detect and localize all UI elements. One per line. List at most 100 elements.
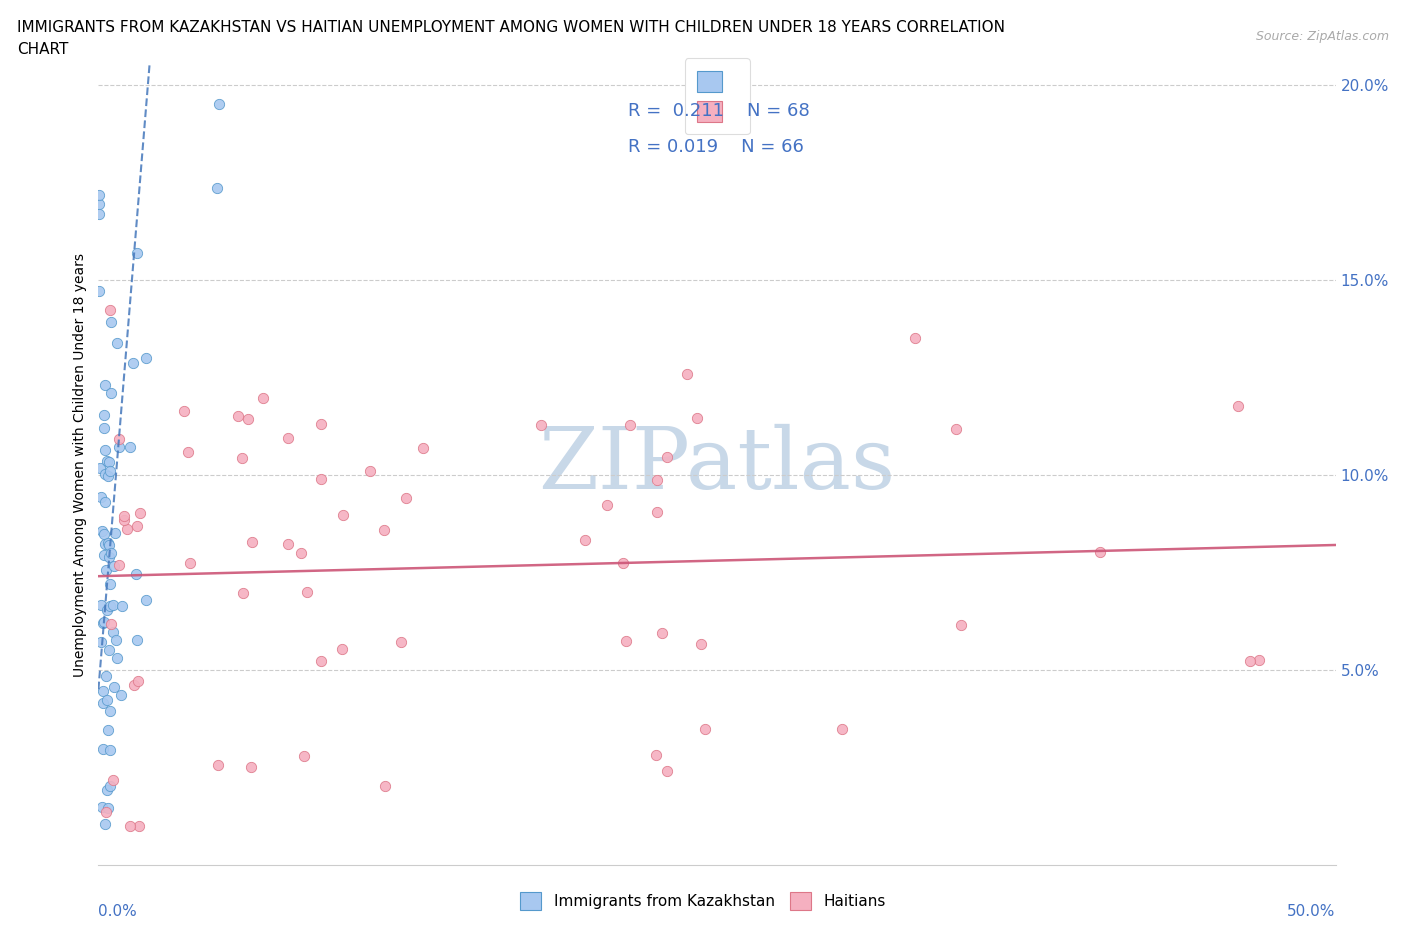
Text: CHART: CHART xyxy=(17,42,69,57)
Point xyxy=(614,633,637,648)
Point xyxy=(228,409,250,424)
Point xyxy=(277,430,299,445)
Text: R =  0.211    N = 68: R = 0.211 N = 68 xyxy=(628,102,810,121)
Point xyxy=(100,545,122,560)
Point xyxy=(657,449,679,464)
Point xyxy=(135,592,157,607)
Point xyxy=(619,418,641,432)
Point xyxy=(97,468,120,483)
Point xyxy=(945,421,967,436)
Point xyxy=(686,410,709,425)
Point xyxy=(612,556,634,571)
Point xyxy=(108,440,131,455)
Point xyxy=(115,522,138,537)
Point xyxy=(93,548,115,563)
Point xyxy=(208,97,231,112)
Point xyxy=(129,505,152,520)
Legend: , : , xyxy=(685,59,749,134)
Point xyxy=(100,386,122,401)
Point xyxy=(103,559,125,574)
Point xyxy=(118,818,141,833)
Point xyxy=(1227,399,1250,414)
Point xyxy=(645,748,668,763)
Text: IMMIGRANTS FROM KAZAKHSTAN VS HAITIAN UNEMPLOYMENT AMONG WOMEN WITH CHILDREN UND: IMMIGRANTS FROM KAZAKHSTAN VS HAITIAN UN… xyxy=(17,20,1005,35)
Text: ZIPatlas: ZIPatlas xyxy=(538,423,896,507)
Point xyxy=(96,454,118,469)
Point xyxy=(1249,653,1271,668)
Point xyxy=(374,778,396,793)
Point xyxy=(173,404,195,418)
Point xyxy=(295,584,318,599)
Point xyxy=(97,643,120,658)
Point xyxy=(100,303,122,318)
Point xyxy=(179,555,201,570)
Point xyxy=(94,495,117,510)
Point xyxy=(120,439,142,454)
Text: Source: ZipAtlas.com: Source: ZipAtlas.com xyxy=(1256,30,1389,43)
Point xyxy=(97,536,120,551)
Point xyxy=(655,764,678,778)
Point xyxy=(645,473,668,488)
Point xyxy=(91,741,114,756)
Point xyxy=(94,537,117,551)
Legend: Immigrants from Kazakhstan, Haitians: Immigrants from Kazakhstan, Haitians xyxy=(512,884,894,918)
Point xyxy=(395,490,418,505)
Point xyxy=(90,800,112,815)
Point xyxy=(100,314,122,329)
Point xyxy=(98,778,121,793)
Point xyxy=(596,498,619,512)
Text: R = 0.019    N = 66: R = 0.019 N = 66 xyxy=(628,138,804,155)
Point xyxy=(93,407,115,422)
Point xyxy=(98,742,121,757)
Point xyxy=(89,206,111,221)
Point xyxy=(690,637,713,652)
Point xyxy=(96,669,118,684)
Point xyxy=(101,625,124,640)
Point xyxy=(96,693,118,708)
Point xyxy=(311,653,333,668)
Point xyxy=(93,526,115,541)
Point xyxy=(91,616,114,631)
Point xyxy=(107,336,129,351)
Point xyxy=(412,440,434,455)
Point xyxy=(94,563,117,578)
Y-axis label: Unemployment Among Women with Children Under 18 years: Unemployment Among Women with Children U… xyxy=(73,253,87,677)
Point xyxy=(96,782,118,797)
Point xyxy=(108,558,131,573)
Point xyxy=(205,181,228,196)
Point xyxy=(93,615,115,630)
Point xyxy=(112,509,135,524)
Point xyxy=(108,432,131,446)
Point xyxy=(359,464,381,479)
Point xyxy=(104,525,127,540)
Point xyxy=(98,455,121,470)
Point xyxy=(98,464,121,479)
Point xyxy=(127,519,149,534)
Point xyxy=(373,523,395,538)
Point xyxy=(1239,654,1261,669)
Point xyxy=(651,626,673,641)
Point xyxy=(121,355,143,370)
Point xyxy=(97,801,120,816)
Point xyxy=(332,642,354,657)
Point xyxy=(125,632,148,647)
Point xyxy=(89,284,111,299)
Point xyxy=(252,391,274,405)
Point xyxy=(110,688,132,703)
Point xyxy=(101,773,124,788)
Point xyxy=(97,723,120,737)
Point xyxy=(232,585,254,600)
Point xyxy=(98,704,121,719)
Point xyxy=(127,673,149,688)
Point xyxy=(101,598,124,613)
Point xyxy=(389,634,412,649)
Point xyxy=(309,417,332,432)
Point xyxy=(97,550,120,565)
Point xyxy=(309,472,332,486)
Point xyxy=(91,524,114,538)
Point xyxy=(122,678,145,693)
Point xyxy=(290,546,312,561)
Point xyxy=(93,443,115,458)
Point xyxy=(105,632,128,647)
Point xyxy=(135,351,157,365)
